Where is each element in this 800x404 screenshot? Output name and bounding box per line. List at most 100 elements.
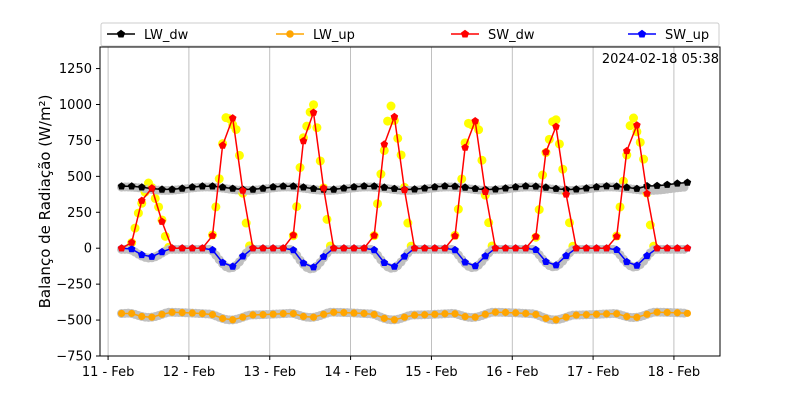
point-LW_up: [441, 310, 449, 318]
point-SW_up: [481, 252, 490, 260]
point-SW_up: [451, 245, 459, 254]
point-SW_up: [552, 261, 560, 269]
point-SW_up: [127, 245, 136, 253]
point-LW_dw: [279, 182, 287, 190]
legend-label-SW_dw: SW_dw: [488, 28, 535, 43]
point-LW_up: [138, 312, 146, 321]
point-SW_up: [228, 262, 237, 270]
point-LW_up: [481, 310, 489, 318]
point-LW_dw: [441, 182, 449, 190]
point-SW_dw: [592, 244, 601, 252]
raw-sw-point: [231, 124, 241, 134]
point-LW_dw: [511, 183, 520, 191]
point-SW_up: [299, 259, 308, 267]
point-LW_dw: [602, 182, 611, 190]
raw-sw-point: [234, 150, 244, 160]
point-SW_dw: [673, 244, 682, 252]
point-SW_dw: [380, 140, 389, 148]
point-SW_dw: [259, 244, 267, 252]
point-LW_dw: [683, 178, 692, 186]
point-SW_dw: [299, 137, 308, 145]
point-LW_up: [330, 308, 338, 316]
point-LW_dw: [309, 184, 318, 192]
point-SW_dw: [511, 244, 520, 252]
point-LW_dw: [228, 184, 237, 192]
point-LW_dw: [451, 182, 459, 190]
point-LW_dw: [491, 185, 500, 193]
point-LW_dw: [461, 183, 469, 191]
point-SW_up: [542, 257, 550, 265]
point-SW_dw: [643, 189, 651, 197]
point-LW_up: [633, 313, 641, 321]
point-LW_up: [522, 309, 530, 318]
point-SW_dw: [269, 244, 277, 252]
point-LW_up: [249, 311, 257, 319]
point-LW_up: [390, 316, 398, 324]
point-LW_up: [471, 313, 479, 321]
point-SW_up: [471, 262, 479, 270]
point-LW_dw: [431, 183, 439, 191]
point-SW_dw: [239, 186, 247, 194]
point-LW_dw: [420, 184, 429, 192]
y-tick-label: −250: [56, 278, 92, 293]
raw-sw-point: [639, 154, 649, 164]
point-SW_dw: [653, 244, 661, 252]
point-SW_dw: [400, 185, 409, 194]
point-LW_up: [562, 313, 570, 321]
point-SW_dw: [168, 244, 176, 252]
point-LW_up: [117, 309, 126, 318]
point-LW_dw: [350, 183, 358, 191]
point-LW_dw: [572, 185, 581, 193]
point-SW_up: [623, 257, 631, 266]
point-LW_dw: [471, 184, 479, 192]
point-SW_up: [633, 261, 641, 269]
point-LW_dw: [623, 183, 631, 191]
point-SW_dw: [148, 184, 156, 192]
point-SW_up: [390, 262, 399, 270]
point-LW_dw: [542, 183, 550, 191]
y-axis-label: Balanço de Radiação (W/m²): [36, 95, 54, 309]
point-LW_up: [410, 311, 419, 319]
point-LW_dw: [289, 182, 298, 190]
x-tick-label: 11 - Feb: [82, 365, 135, 380]
point-LW_dw: [360, 182, 368, 190]
point-LW_up: [259, 311, 267, 319]
point-LW_dw: [380, 183, 389, 191]
point-LW_up: [512, 309, 520, 317]
point-SW_dw: [279, 244, 287, 252]
point-LW_up: [229, 316, 237, 324]
point-LW_dw: [249, 185, 257, 193]
x-tick-label: 13 - Feb: [243, 365, 296, 380]
raw-sw-point: [383, 116, 393, 126]
point-LW_dw: [410, 185, 419, 193]
x-tick-label: 14 - Feb: [324, 365, 377, 380]
point-LW_up: [451, 310, 459, 318]
x-tick-label: 15 - Feb: [405, 365, 458, 380]
point-LW_dw: [562, 185, 570, 193]
plot-frame: [99, 46, 721, 357]
raw-sw-point: [312, 123, 322, 133]
point-LW_up: [168, 308, 176, 316]
point-LW_dw: [198, 182, 207, 190]
point-SW_up: [218, 258, 227, 266]
y-tick-label: 1000: [59, 98, 92, 113]
point-SW_up: [643, 251, 651, 260]
point-SW_dw: [309, 108, 318, 116]
legend-marker-SW_up: [637, 29, 647, 38]
point-LW_up: [128, 309, 136, 318]
point-LW_up: [572, 311, 580, 319]
point-LW_up: [188, 309, 196, 317]
point-SW_dw: [360, 244, 368, 252]
raw-sw-point: [625, 121, 635, 131]
raw-sw-point: [635, 137, 645, 147]
point-LW_dw: [592, 183, 601, 191]
point-LW_up: [643, 310, 651, 318]
point-SW_dw: [521, 244, 530, 252]
point-SW_dw: [178, 244, 186, 252]
point-LW_up: [461, 313, 469, 321]
legend-label-LW_dw: LW_dw: [144, 28, 189, 43]
point-LW_dw: [390, 184, 399, 192]
raw-sw-point: [160, 231, 170, 241]
point-LW_up: [491, 308, 500, 316]
